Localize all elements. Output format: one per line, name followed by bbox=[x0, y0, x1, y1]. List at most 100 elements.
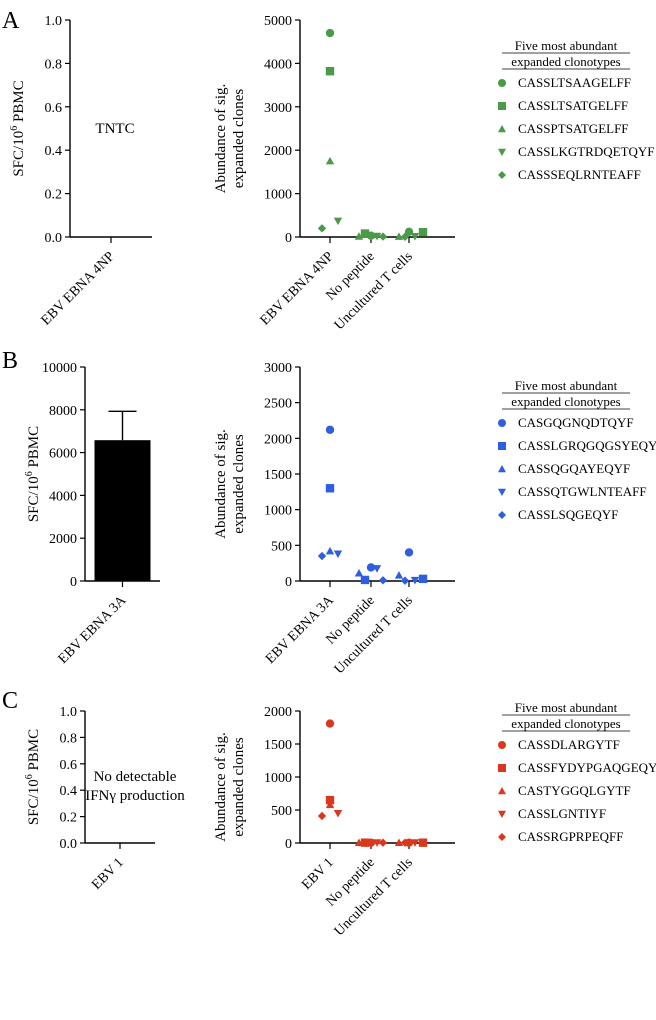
legend-marker-shape bbox=[498, 102, 506, 110]
x-category-label: EBV EBNA 3A bbox=[263, 593, 337, 667]
data-point bbox=[333, 550, 343, 559]
legend-marker-shape bbox=[498, 764, 506, 772]
data-point-shape bbox=[394, 232, 404, 240]
data-point-shape bbox=[325, 800, 335, 809]
data-point bbox=[372, 232, 382, 241]
data-point bbox=[325, 156, 335, 165]
x-category-label: EBV EBNA 4NP bbox=[39, 249, 118, 328]
y-tick-label: 2000 bbox=[264, 432, 292, 447]
data-point-shape bbox=[410, 839, 420, 847]
data-point bbox=[325, 67, 335, 76]
left-y-axis-label-main: SFC/10 bbox=[11, 131, 27, 177]
legend-marker bbox=[498, 810, 506, 818]
bar bbox=[94, 440, 151, 581]
left-y-axis-label: SFC/106 PBMC bbox=[24, 729, 42, 825]
y-tick-label: 3000 bbox=[264, 101, 292, 116]
data-point-shape bbox=[366, 563, 376, 572]
data-point bbox=[404, 227, 414, 236]
legend-marker-shape bbox=[498, 511, 506, 519]
legend-marker bbox=[498, 764, 506, 772]
data-point-shape bbox=[325, 156, 335, 165]
left-y-axis-label-sup: 6 bbox=[9, 126, 20, 131]
legend-marker bbox=[498, 125, 506, 133]
y-tick-label: 1000 bbox=[264, 771, 292, 786]
legend-marker bbox=[498, 488, 506, 496]
y-tick-label: 0.0 bbox=[60, 837, 78, 852]
data-point bbox=[325, 28, 335, 38]
y-tick-label: 0 bbox=[285, 231, 292, 246]
data-point-shape bbox=[378, 576, 388, 585]
x-category-label: EBV EBNA 3A bbox=[56, 593, 130, 667]
data-point-shape bbox=[325, 484, 335, 493]
data-point-shape bbox=[404, 548, 414, 557]
data-point-shape bbox=[360, 575, 370, 585]
data-point bbox=[354, 232, 364, 240]
legend-label: CASSLTSAAGELFF bbox=[518, 75, 631, 90]
legend-marker-shape bbox=[498, 465, 506, 473]
y-tick-label: 4000 bbox=[49, 489, 77, 504]
data-point-shape bbox=[317, 551, 327, 561]
data-point-shape bbox=[354, 568, 364, 577]
legend-marker-shape bbox=[498, 79, 506, 87]
legend-marker-shape bbox=[498, 148, 506, 156]
data-point-shape bbox=[400, 576, 410, 585]
y-tick-label: 0.8 bbox=[60, 731, 78, 746]
y-tick-label: 0.0 bbox=[45, 231, 63, 246]
legend-title: expanded clonotypes bbox=[511, 54, 620, 69]
y-tick-label: 5000 bbox=[264, 14, 292, 29]
y-tick-label: 500 bbox=[271, 539, 292, 554]
legend-label: CASSLSQGEQYF bbox=[518, 507, 618, 522]
right-y-axis-label-line2: expanded clones bbox=[231, 737, 247, 837]
data-point bbox=[410, 576, 420, 585]
data-point bbox=[325, 800, 335, 809]
data-point-shape bbox=[404, 227, 414, 236]
data-point bbox=[378, 838, 388, 847]
left-y-axis-label: SFC/106 PBMC bbox=[9, 80, 27, 176]
legend-marker bbox=[498, 833, 506, 841]
data-point-shape bbox=[410, 576, 420, 585]
data-point-shape bbox=[317, 224, 327, 233]
legend-marker bbox=[498, 102, 506, 110]
data-point bbox=[400, 232, 410, 241]
y-tick-label: 2000 bbox=[264, 144, 292, 159]
y-tick-label: 0.4 bbox=[60, 784, 78, 799]
data-point-shape bbox=[333, 550, 343, 559]
data-point-shape bbox=[325, 795, 335, 805]
data-point-shape bbox=[394, 838, 404, 847]
left-y-axis-label-main: SFC/10 bbox=[26, 476, 42, 522]
data-point-shape bbox=[378, 232, 388, 241]
data-point-shape bbox=[333, 217, 343, 226]
y-tick-label: 1.0 bbox=[45, 14, 63, 29]
data-point-shape bbox=[400, 838, 410, 847]
legend-label: CASSQGQAYEQYF bbox=[518, 461, 630, 476]
legend-marker bbox=[498, 787, 506, 795]
y-tick-label: 0 bbox=[285, 837, 292, 852]
data-point-shape bbox=[354, 232, 364, 240]
legend-marker bbox=[498, 465, 506, 473]
y-tick-label: 1500 bbox=[264, 738, 292, 753]
x-category-label: EBV 1 bbox=[89, 855, 127, 893]
data-point bbox=[394, 571, 404, 579]
right-y-axis-label-line2: expanded clones bbox=[231, 89, 247, 189]
data-point bbox=[372, 839, 382, 847]
legend-label: CASSDLARGYTF bbox=[518, 737, 620, 752]
data-point bbox=[366, 563, 376, 572]
panel-letter: C bbox=[2, 688, 18, 714]
data-point-shape bbox=[354, 838, 364, 847]
data-point bbox=[360, 229, 370, 238]
left-y-axis-label-main: SFC/10 bbox=[26, 779, 42, 825]
data-point bbox=[317, 811, 327, 821]
legend-label: CASSLTSATGELFF bbox=[518, 98, 628, 113]
data-point bbox=[354, 568, 364, 577]
data-point-shape bbox=[378, 838, 388, 847]
legend-marker-shape bbox=[498, 833, 506, 841]
y-tick-label: 1500 bbox=[264, 468, 292, 483]
left-y-axis-label-sup: 6 bbox=[24, 471, 35, 476]
y-tick-label: 0.6 bbox=[45, 101, 63, 116]
y-tick-label: 0 bbox=[70, 575, 77, 590]
y-tick-label: 0.2 bbox=[60, 811, 78, 826]
data-point-shape bbox=[325, 28, 335, 38]
legend-marker-shape bbox=[498, 741, 506, 749]
legend-marker-shape bbox=[498, 488, 506, 496]
